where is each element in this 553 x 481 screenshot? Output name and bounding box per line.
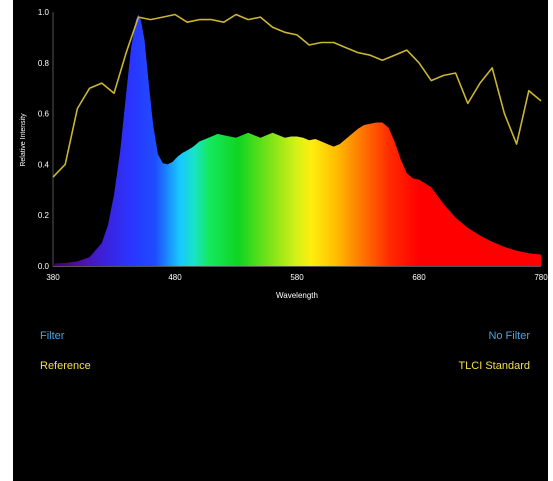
x-tick-label: 480 bbox=[168, 273, 182, 282]
x-tick-label: 680 bbox=[412, 273, 426, 282]
tick-labels: 380 480 580 680 780 0.0 0.2 0.4 0.6 0.8 1.0 bbox=[38, 8, 548, 282]
reference-line bbox=[52, 13, 542, 178]
x-tick-label: 380 bbox=[46, 273, 60, 282]
y-tick-label: 0.6 bbox=[38, 110, 50, 119]
x-tick-label: 580 bbox=[290, 273, 304, 282]
app-screen: 380 480 580 680 780 0.0 0.2 0.4 0.6 0.8 1.0 Wavele… bbox=[13, 0, 548, 481]
y-tick-label: 1.0 bbox=[38, 8, 50, 17]
tlci-standard-button[interactable]: TLCI Standard bbox=[458, 360, 530, 372]
reference-button[interactable]: Reference bbox=[40, 360, 91, 372]
y-axis-label: Relative Intensity bbox=[20, 113, 27, 167]
x-tick-label: 780 bbox=[534, 273, 548, 282]
y-tick-label: 0.0 bbox=[38, 262, 50, 271]
filter-row: Filter No Filter bbox=[40, 330, 530, 346]
filter-button[interactable]: Filter bbox=[40, 330, 65, 342]
x-axis-label: Wavelength bbox=[276, 291, 318, 300]
y-tick-label: 0.8 bbox=[38, 59, 50, 68]
reference-row: Reference TLCI Standard bbox=[40, 360, 530, 376]
y-tick-label: 0.4 bbox=[38, 160, 50, 169]
chart-axes bbox=[52, 12, 541, 267]
y-tick-label: 0.2 bbox=[38, 211, 50, 220]
spectrum-chart: 380 480 580 680 780 0.0 0.2 0.4 0.6 0.8 1.0 Wavele… bbox=[20, 8, 548, 300]
spectrum-area bbox=[53, 14, 541, 266]
no-filter-button[interactable]: No Filter bbox=[488, 330, 530, 342]
